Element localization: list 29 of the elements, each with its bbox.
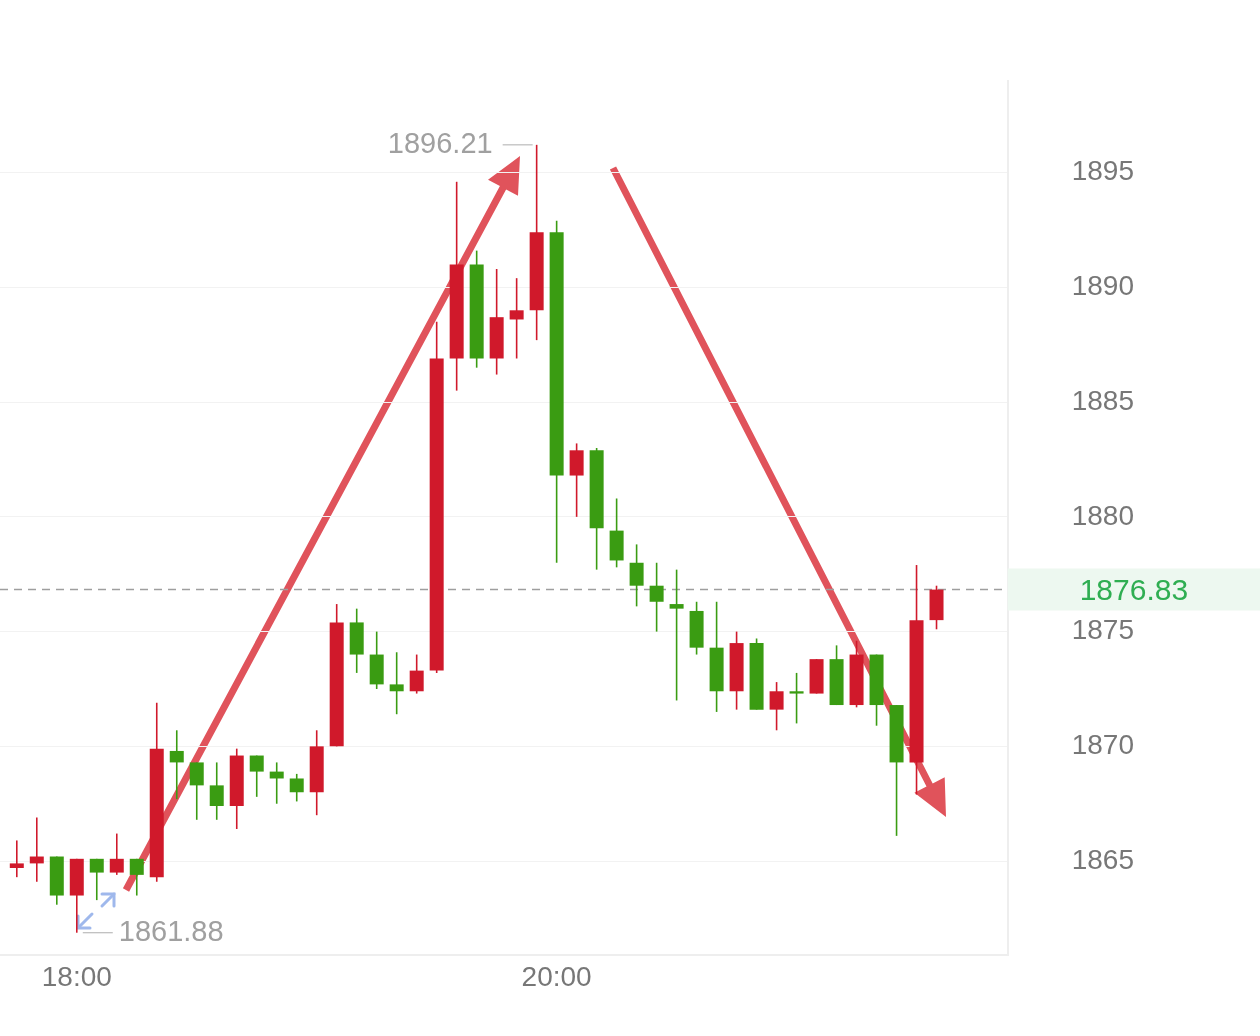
candlestick xyxy=(109,832,124,876)
candlestick xyxy=(189,761,204,821)
x-tick-label: 18:00 xyxy=(41,960,112,992)
candlestick xyxy=(249,754,264,798)
y-tick-label: 1895 xyxy=(1071,155,1135,187)
candlestick xyxy=(129,858,144,897)
y-tick-label: 1885 xyxy=(1071,384,1135,416)
candlestick xyxy=(9,839,24,878)
y-tick-label: 1890 xyxy=(1071,270,1135,302)
y-tick-label: 1865 xyxy=(1071,843,1135,875)
candlestick xyxy=(409,653,424,695)
candlestick xyxy=(389,651,404,716)
candlestick xyxy=(629,543,644,608)
candlestick xyxy=(669,568,684,702)
candlestick xyxy=(509,277,524,360)
candlestick xyxy=(89,858,104,901)
candlestick xyxy=(649,561,664,633)
y-tick-label: 1870 xyxy=(1071,729,1135,761)
candlestick xyxy=(169,729,184,800)
candlestick xyxy=(289,773,304,803)
y-tick-label: 1875 xyxy=(1071,614,1135,646)
candlestick xyxy=(789,672,804,725)
y-tick-label: 1880 xyxy=(1071,499,1135,531)
candlestick xyxy=(769,681,784,732)
x-tick-label: 20:00 xyxy=(521,960,592,992)
annotation: 1861.88 xyxy=(118,914,224,947)
candlestick xyxy=(209,761,224,821)
annotation: 1896.21 xyxy=(387,126,493,159)
ref-line-label: 1876.83 xyxy=(1079,572,1189,606)
